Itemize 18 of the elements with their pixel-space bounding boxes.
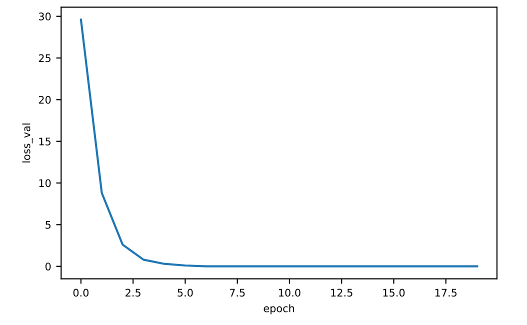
x-tick-label: 7.5 [230,288,245,297]
y-tick-label: 20 [38,96,51,104]
x-tick-label: 12.5 [331,288,352,297]
y-tick-label: 5 [46,221,50,229]
y-tick-label: 25 [38,54,50,62]
x-tick-label: 10.0 [279,288,300,297]
x-tick-label: 0.0 [73,288,89,297]
y-tick-label: 15 [39,138,50,146]
y-tick-label: 0 [45,262,51,270]
y-tick-label: 30 [38,12,51,20]
x-tick-label: 15.0 [383,288,405,297]
x-tick-label: 5.0 [178,288,193,297]
y-tick-label: 10 [39,179,51,188]
line-series [80,18,478,268]
x-axis-title: epoch [264,304,294,314]
y-axis-title: loss_val [22,124,33,162]
x-tick-label: 17.5 [435,288,457,297]
x-tick-label: 2.5 [126,288,140,297]
